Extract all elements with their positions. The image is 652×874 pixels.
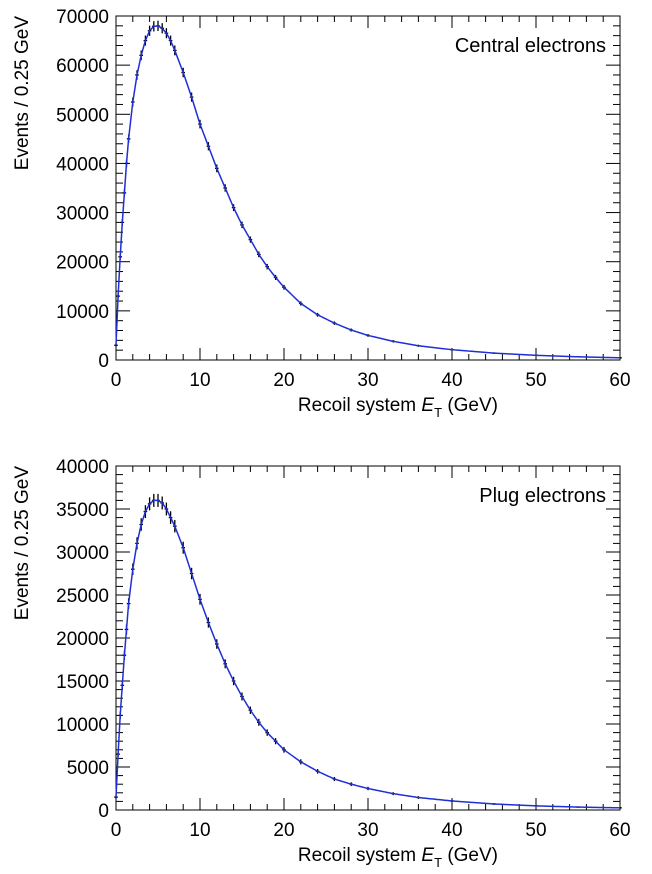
y-tick-label: 30000 (56, 204, 109, 225)
y-tick-label: 0 (98, 801, 109, 822)
y-tick-label: 50000 (56, 105, 109, 126)
y-tick-label: 10000 (56, 715, 109, 736)
y-tick-label: 10000 (56, 302, 109, 323)
y-tick-label: 25000 (56, 586, 109, 607)
x-axis-title: Recoil system ET (GeV) (298, 395, 498, 420)
x-tick-label: 40 (441, 820, 462, 841)
x-tick-label: 50 (525, 820, 546, 841)
y-axis-title: Events / 0.25 GeV (12, 466, 33, 621)
x-axis-title-prefix: Recoil system (298, 845, 422, 866)
x-axis-title-suffix: (GeV) (442, 395, 498, 416)
y-tick-label: 20000 (56, 629, 109, 650)
data-series (114, 20, 622, 359)
x-axis-title-sub: T (434, 405, 442, 420)
y-tick-label: 15000 (56, 672, 109, 693)
x-axis-title-suffix: (GeV) (442, 845, 498, 866)
x-axis-title: Recoil system ET (GeV) (298, 845, 498, 870)
chart-panel-2: 0 10 20 30 40 50 60 0 5000 10000 15000 20000 25000 30… (12, 457, 631, 870)
x-tick-label: 0 (111, 820, 122, 841)
y-tick-label: 20000 (56, 253, 109, 274)
chart-panel-1: 0 10 20 30 40 50 60 0 10000 20000 30000 40000 50000 6… (12, 7, 631, 420)
plot-frame (115, 465, 621, 811)
y-tick-label: 60000 (56, 56, 109, 77)
y-tick-label: 40000 (56, 457, 109, 478)
y-tick-label: 5000 (67, 758, 109, 779)
x-axis-title-prefix: Recoil system (298, 395, 422, 416)
y-tick-label: 35000 (56, 500, 109, 521)
x-tick-label: 50 (525, 370, 546, 391)
data-series (114, 493, 622, 809)
x-axis-title-sub: T (434, 855, 442, 870)
x-tick-label: 40 (441, 370, 462, 391)
x-tick-label: 0 (111, 370, 122, 391)
y-tick-label: 70000 (56, 7, 109, 28)
x-tick-label: 20 (273, 820, 294, 841)
panel-label: Plug electrons (479, 485, 606, 507)
y-axis-title: Events / 0.25 GeV (12, 16, 33, 171)
x-tick-label: 60 (609, 820, 630, 841)
x-tick-label: 60 (609, 370, 630, 391)
x-axis-title-var: E (421, 395, 434, 416)
y-tick-label: 0 (98, 351, 109, 372)
plot-frame (115, 15, 621, 361)
y-tick-label: 30000 (56, 543, 109, 564)
fit-curve (115, 499, 621, 809)
panel-label: Central electrons (455, 35, 606, 57)
fit-curve (115, 25, 621, 359)
x-axis-title-var: E (421, 845, 434, 866)
x-tick-label: 10 (189, 370, 210, 391)
x-tick-label: 30 (357, 370, 378, 391)
y-tick-label: 40000 (56, 154, 109, 175)
x-tick-label: 10 (189, 820, 210, 841)
x-tick-label: 20 (273, 370, 294, 391)
x-tick-label: 30 (357, 820, 378, 841)
